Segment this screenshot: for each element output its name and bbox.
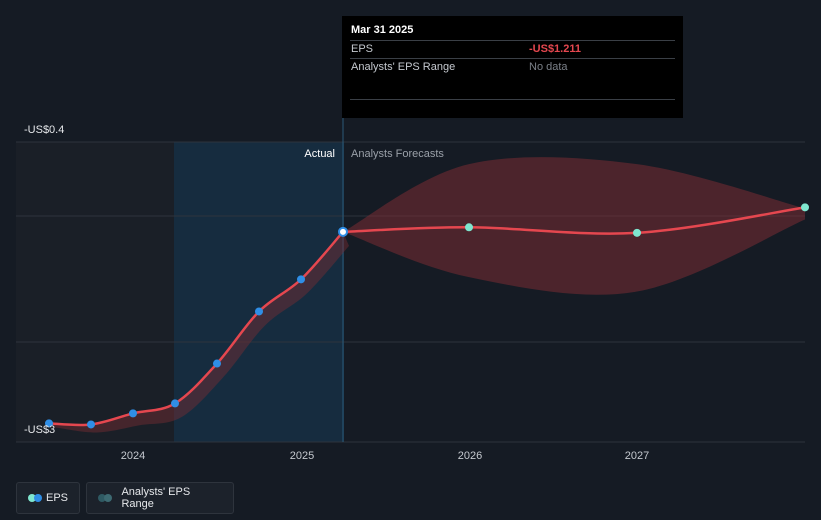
actual-label: Actual (304, 148, 335, 160)
actual-point[interactable] (297, 275, 305, 284)
forecast-point[interactable] (465, 223, 473, 232)
x-tick-2027: 2027 (624, 450, 650, 462)
forecast-label: Analysts Forecasts (351, 148, 444, 160)
eps-line-forecast (341, 206, 807, 235)
forecast-point[interactable] (801, 203, 809, 212)
eps-line-actual (47, 230, 345, 427)
history-band (49, 231, 349, 433)
actual-point[interactable] (129, 409, 137, 418)
eps-points (45, 203, 809, 429)
tooltip: Mar 31 2025 EPS -US$1.211 Analysts' EPS … (342, 16, 683, 118)
actual-shade (174, 142, 344, 442)
actual-point[interactable] (213, 359, 221, 368)
analyst-range (49, 157, 805, 433)
x-tick-2024: 2024 (120, 450, 146, 462)
legend-range-label: Analysts' EPS Range (121, 486, 191, 510)
tooltip-range-label: Analysts' EPS Range (351, 61, 456, 73)
tooltip-eps-label: EPS (351, 43, 374, 55)
eps-lines (47, 206, 807, 427)
tooltip-eps-value: -US$1.211 (529, 43, 581, 55)
range-legend-icon (98, 494, 113, 502)
eps-legend-icon (28, 494, 42, 502)
actual-point[interactable] (255, 307, 263, 316)
actual-point[interactable] (338, 226, 348, 237)
x-tick-2026: 2026 (457, 450, 483, 462)
tooltip-range-row: Analysts' EPS Range No data (350, 58, 675, 76)
tooltip-date: Mar 31 2025 (351, 24, 414, 36)
actual-point[interactable] (87, 420, 95, 429)
tooltip-range-value: No data (529, 61, 568, 73)
actual-point[interactable] (171, 399, 179, 408)
actual-point[interactable] (45, 419, 53, 428)
y-axis-bottom-label: -US$3 (24, 424, 56, 436)
forecast-point[interactable] (633, 228, 641, 237)
legend-eps[interactable]: EPS (16, 482, 80, 514)
legend-range[interactable]: Analysts' EPS Range (86, 482, 234, 514)
y-axis-top-label: -US$0.4 (24, 124, 65, 136)
x-tick-2025: 2025 (289, 450, 315, 462)
tooltip-eps-row: EPS -US$1.211 (350, 40, 675, 58)
past-shade (16, 142, 174, 442)
tooltip-divider (350, 99, 675, 120)
range-band (343, 157, 805, 295)
legend-eps-label: EPS (45, 492, 68, 504)
